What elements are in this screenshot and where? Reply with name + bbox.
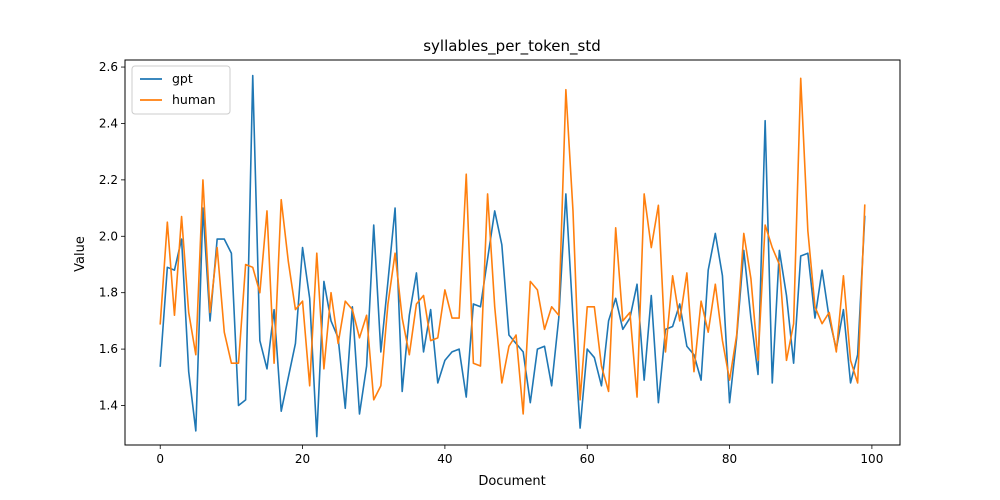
y-tick-label: 2.0 [99, 229, 118, 243]
y-axis-label: Value [73, 236, 88, 272]
x-tick-label: 60 [580, 452, 595, 466]
axes-frame [124, 59, 901, 446]
series-line-human [159, 77, 866, 415]
x-tick-label: 80 [722, 452, 737, 466]
x-tick-label: 100 [860, 452, 883, 466]
y-tick-label: 1.4 [99, 399, 118, 413]
x-tick-label: 40 [437, 452, 452, 466]
legend-label-human: human [172, 92, 216, 107]
chart-title: syllables_per_token_std [423, 37, 601, 56]
legend: gpt human [131, 65, 231, 115]
legend-label-gpt: gpt [172, 71, 193, 86]
y-tick-label: 1.8 [99, 286, 118, 300]
x-tick-label: 0 [156, 452, 164, 466]
y-tick-label: 1.6 [99, 342, 118, 356]
x-axis-label: Document [478, 474, 545, 489]
legend-box [131, 65, 231, 115]
y-tick-label: 2.2 [99, 173, 118, 187]
plot-area: 0 20 40 60 80 100 1.4 1.6 1.8 2.0 2.2 2.4 2.6 [99, 59, 901, 466]
y-tick-label: 2.6 [99, 60, 118, 74]
y-tick-label: 2.4 [99, 116, 118, 130]
x-tick-label: 20 [295, 452, 310, 466]
